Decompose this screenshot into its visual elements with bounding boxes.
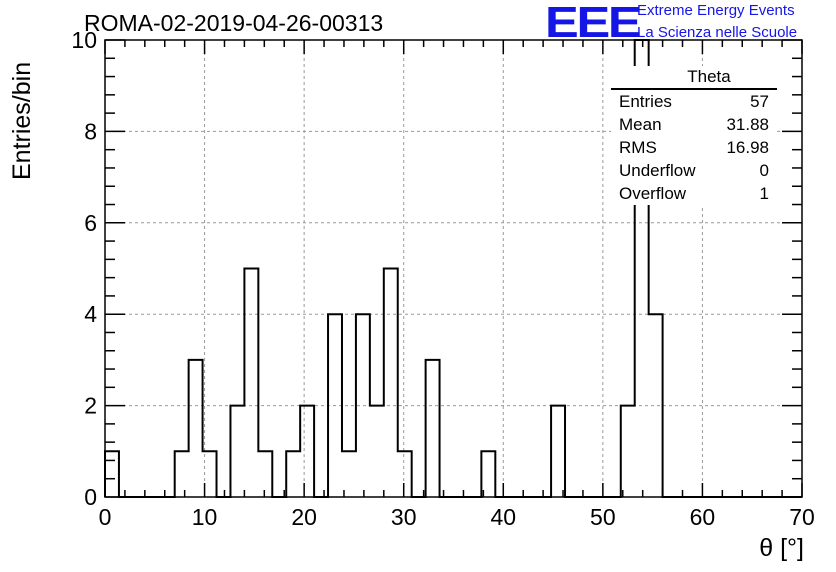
histogram-bin	[175, 451, 189, 497]
eee-logo: EEE	[545, 0, 642, 47]
logo-line-2: La Scienza nelle Scuole	[637, 24, 798, 41]
histogram-bin	[258, 451, 272, 497]
stats-label: Underflow	[619, 161, 696, 180]
stats-label: Overflow	[619, 184, 687, 203]
histogram-bin	[230, 406, 244, 497]
x-tick-label: 10	[192, 504, 218, 530]
y-tick-label: 0	[84, 484, 97, 510]
x-axis-label: θ [°]	[759, 534, 804, 562]
run-title: ROMA-02-2019-04-26-00313	[84, 10, 384, 36]
histogram-bin	[105, 451, 119, 497]
stats-title: Theta	[611, 66, 777, 90]
histogram-bin	[189, 360, 203, 497]
histogram-bin	[244, 269, 258, 498]
histogram-bin	[286, 451, 300, 497]
histogram-bin	[621, 406, 635, 497]
stats-value: 57	[750, 92, 769, 111]
x-tick-label: 70	[789, 504, 815, 530]
y-tick-label: 4	[84, 301, 97, 327]
x-tick-label: 40	[490, 504, 516, 530]
stats-label: RMS	[619, 138, 657, 157]
stats-value: 16.98	[726, 138, 769, 157]
x-tick-label: 0	[99, 504, 112, 530]
histogram-bin	[426, 360, 440, 497]
y-axis-label: Entries/bin	[8, 61, 36, 180]
histogram-bin	[398, 451, 412, 497]
stats-row: Mean 31.88	[611, 113, 777, 136]
stats-row: Overflow 1	[611, 182, 777, 205]
stats-row: Underflow 0	[611, 159, 777, 182]
stats-value: 1	[759, 184, 769, 203]
histogram-bin	[370, 406, 384, 497]
histogram-bin	[384, 269, 398, 498]
y-tick-label: 2	[84, 393, 97, 419]
stats-value: 31.88	[726, 115, 769, 134]
histogram-bin	[649, 314, 663, 497]
plot-frame	[104, 39, 803, 498]
logo-line-1: Extreme Energy Events	[637, 2, 795, 19]
stats-label: Mean	[619, 115, 662, 134]
y-tick-label: 8	[84, 118, 97, 144]
x-tick-label: 60	[690, 504, 716, 530]
x-tick-label: 30	[391, 504, 417, 530]
stats-value: 0	[759, 161, 769, 180]
stats-row: Entries 57	[611, 90, 777, 113]
stats-row: RMS 16.98	[611, 136, 777, 159]
stats-label: Entries	[619, 92, 672, 111]
x-tick-label: 50	[590, 504, 616, 530]
stats-box: Theta Entries 57 Mean 31.88 RMS 16.98 Underflo…	[611, 66, 777, 205]
histogram-bin	[551, 406, 565, 497]
y-tick-label: 6	[84, 210, 97, 236]
histogram-bin	[300, 406, 314, 497]
x-tick-label: 20	[291, 504, 317, 530]
y-tick-label: 10	[71, 27, 97, 53]
